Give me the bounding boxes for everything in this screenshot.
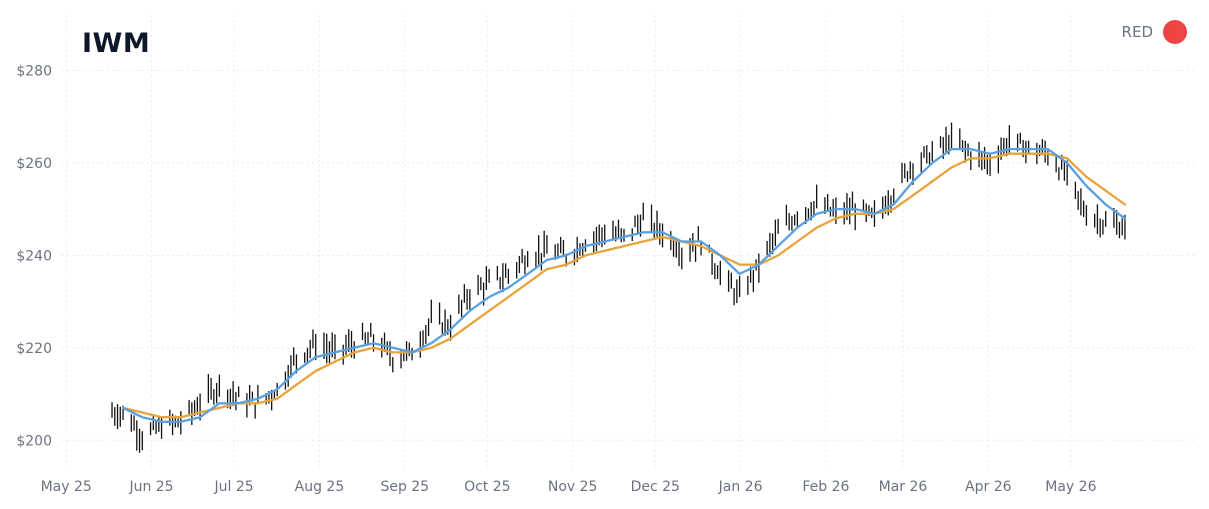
x-tick-label: Jun 25 xyxy=(128,479,173,495)
y-tick-label: $280 xyxy=(16,63,52,79)
fast-moving-average-line xyxy=(121,147,1127,423)
x-tick-label: Jan 26 xyxy=(718,479,763,495)
x-tick-label: Apr 26 xyxy=(965,479,1012,495)
y-tick-label: $240 xyxy=(16,248,52,264)
x-tick-label: Nov 25 xyxy=(548,479,598,495)
x-tick-label: Feb 26 xyxy=(802,479,849,495)
y-tick-label: $260 xyxy=(16,156,52,172)
y-axis-tick-labels: $200 $220 $240 $260 $280 xyxy=(16,63,52,449)
x-axis-tick-labels: May 25 Jun 25 Jul 25 Aug 25 Sep 25 Oct 25 Nov … xyxy=(41,479,1097,495)
x-tick-label: Aug 25 xyxy=(295,479,345,495)
y-tick-label: $220 xyxy=(16,341,52,357)
x-tick-label: May 26 xyxy=(1045,479,1096,495)
chart-title: IWM xyxy=(82,28,151,59)
legend-marker xyxy=(1163,20,1187,44)
legend: RED xyxy=(1122,20,1187,44)
x-tick-label: Sep 25 xyxy=(380,479,429,495)
x-tick-label: Jul 25 xyxy=(214,479,254,495)
price-bars xyxy=(111,122,1126,453)
x-tick-label: May 25 xyxy=(41,479,92,495)
y-tick-label: $200 xyxy=(16,433,52,449)
moving-average-lines xyxy=(121,147,1127,423)
grid-lines xyxy=(62,15,1195,468)
slow-moving-average-line xyxy=(121,152,1127,419)
x-tick-label: Mar 26 xyxy=(879,479,928,495)
legend-label: RED xyxy=(1121,23,1153,41)
x-tick-label: Oct 25 xyxy=(464,479,510,495)
x-tick-label: Dec 25 xyxy=(631,479,680,495)
